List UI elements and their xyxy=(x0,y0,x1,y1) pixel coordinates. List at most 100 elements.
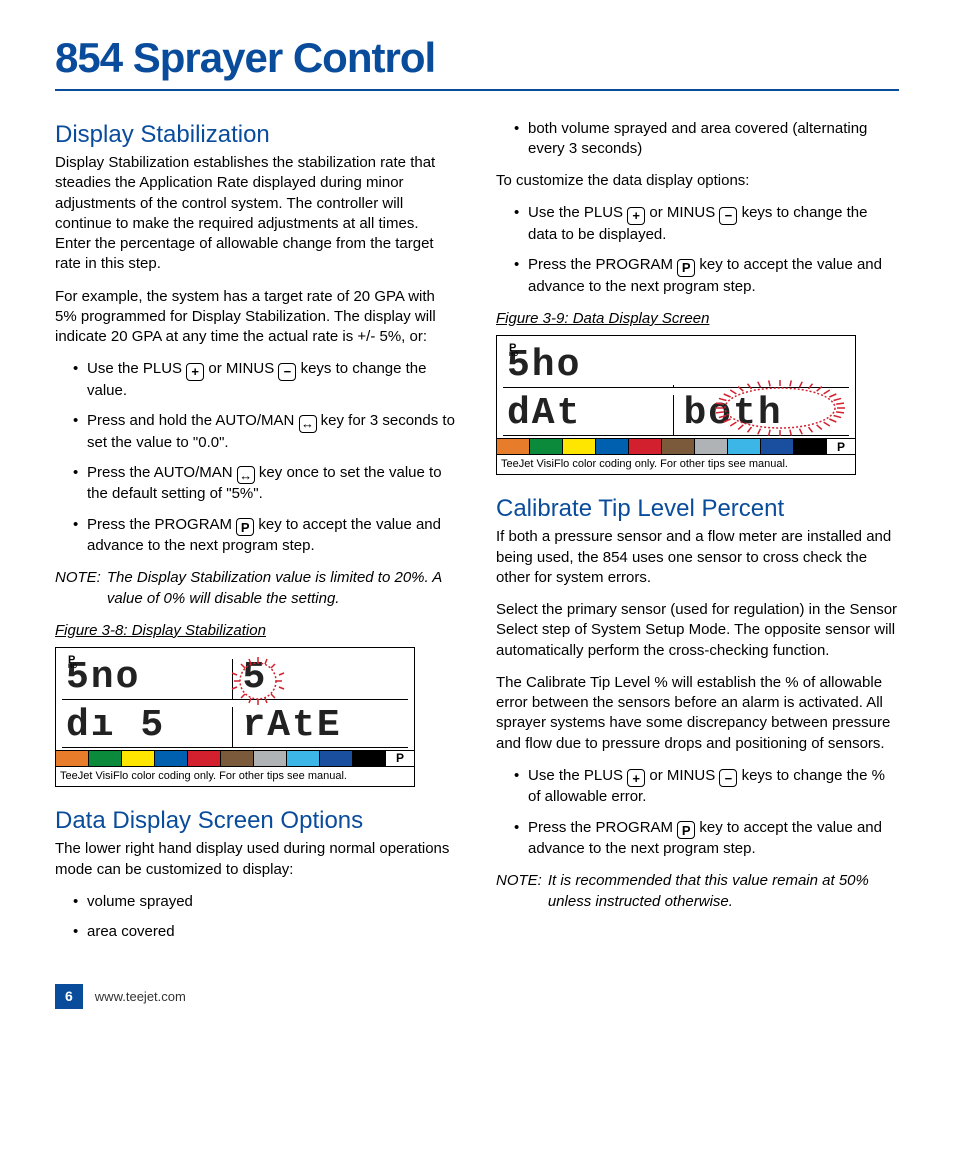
body-text: To customize the data display options: xyxy=(496,171,899,191)
pro-badge: PRO xyxy=(509,344,518,358)
note-text: It is recommended that this value remain… xyxy=(548,871,899,912)
pro-badge: PRO xyxy=(68,656,77,670)
figure-caption: Figure 3-9: Data Display Screen xyxy=(496,309,899,329)
text: Press and hold the AUTO/MAN xyxy=(87,412,299,429)
color-swatch xyxy=(794,439,827,454)
note-text: The Display Stabilization value is limit… xyxy=(107,568,458,609)
list-item: Press the PROGRAM P key to accept the va… xyxy=(55,515,458,557)
text: or MINUS xyxy=(645,767,719,784)
text: Press the PROGRAM xyxy=(528,256,677,273)
lcd-top-right xyxy=(673,385,850,387)
list-item: Use the PLUS + or MINUS − keys to change… xyxy=(55,359,458,401)
color-swatch xyxy=(662,439,695,454)
color-swatch xyxy=(287,751,320,766)
content-columns: Display Stabilization Display Stabilizat… xyxy=(55,119,899,955)
lcd-footer-text: TeeJet VisiFlo color coding only. For ot… xyxy=(497,454,855,474)
color-swatch xyxy=(695,439,728,454)
text: Press the PROGRAM xyxy=(87,516,236,533)
color-swatch xyxy=(497,439,530,454)
body-text: The Calibrate Tip Level % will establish… xyxy=(496,673,899,754)
color-swatch xyxy=(221,751,254,766)
bullet-list: both volume sprayed and area covered (al… xyxy=(496,119,899,160)
color-swatch xyxy=(728,439,761,454)
program-icon: P xyxy=(677,821,695,839)
color-swatch xyxy=(353,751,386,766)
text: or MINUS xyxy=(204,360,278,377)
text: Use the PLUS xyxy=(528,767,627,784)
lcd-top-left: 5no xyxy=(62,659,232,699)
list-item: Use the PLUS + or MINUS − keys to change… xyxy=(496,766,899,808)
color-swatch xyxy=(320,751,353,766)
bullet-list: volume sprayed area covered xyxy=(55,892,458,943)
list-item: Press the PROGRAM P key to accept the va… xyxy=(496,818,899,860)
color-swatch xyxy=(56,751,89,766)
page-footer: 6 www.teejet.com xyxy=(55,984,899,1009)
heading-calibrate-tip: Calibrate Tip Level Percent xyxy=(496,493,899,525)
bullet-list: Use the PLUS + or MINUS − keys to change… xyxy=(496,766,899,860)
bullet-list: Use the PLUS + or MINUS − keys to change… xyxy=(496,203,899,297)
lcd-bottom-left: dı 5 xyxy=(62,707,232,747)
color-swatch xyxy=(155,751,188,766)
list-item: Press the PROGRAM P key to accept the va… xyxy=(496,255,899,297)
color-swatch xyxy=(596,439,629,454)
body-text: Display Stabilization establishes the st… xyxy=(55,153,458,275)
program-icon: P xyxy=(236,518,254,536)
color-swatch xyxy=(761,439,794,454)
plus-icon: + xyxy=(627,207,645,225)
color-swatch xyxy=(89,751,122,766)
lcd-bottom-left: dAt xyxy=(503,395,673,435)
heading-display-stabilization: Display Stabilization xyxy=(55,119,458,151)
text: Press the AUTO/MAN xyxy=(87,464,237,481)
list-item: Press the AUTO/MAN ↔ key once to set the… xyxy=(55,463,458,505)
list-item: both volume sprayed and area covered (al… xyxy=(496,119,899,160)
text: Use the PLUS xyxy=(528,204,627,221)
lcd-figure-3-9: PRO 5ho dAt both noop xyxy=(496,335,856,475)
color-swatch xyxy=(530,439,563,454)
page-title: 854 Sprayer Control xyxy=(55,30,899,91)
color-swatch xyxy=(254,751,287,766)
page-number: 6 xyxy=(55,984,83,1009)
minus-icon: − xyxy=(278,363,296,381)
list-item: Press and hold the AUTO/MAN ↔ key for 3 … xyxy=(55,411,458,453)
color-bar: P xyxy=(497,438,855,454)
lcd-figure-3-8: PRO 5no 5 dı 5 rAtE xyxy=(55,647,415,787)
lcd-bottom-right: rAtE xyxy=(232,707,409,747)
p-indicator: P xyxy=(827,439,855,454)
list-item: area covered xyxy=(55,922,458,942)
left-column: Display Stabilization Display Stabilizat… xyxy=(55,119,458,955)
text: Use the PLUS xyxy=(87,360,186,377)
color-swatch xyxy=(188,751,221,766)
minus-icon: − xyxy=(719,769,737,787)
note-label: NOTE: xyxy=(496,871,548,912)
note: NOTE: It is recommended that this value … xyxy=(496,871,899,912)
lcd-top-right: 5 xyxy=(232,659,409,699)
auto-man-icon: ↔ xyxy=(237,466,255,484)
list-item: volume sprayed xyxy=(55,892,458,912)
body-text: For example, the system has a target rat… xyxy=(55,287,458,348)
body-text: Select the primary sensor (used for regu… xyxy=(496,600,899,661)
program-icon: P xyxy=(677,259,695,277)
text: or MINUS xyxy=(645,204,719,221)
minus-icon: − xyxy=(719,207,737,225)
color-bar: P xyxy=(56,750,414,766)
figure-caption: Figure 3-8: Display Stabilization xyxy=(55,621,458,641)
plus-icon: + xyxy=(627,769,645,787)
color-swatch xyxy=(122,751,155,766)
bullet-list: Use the PLUS + or MINUS − keys to change… xyxy=(55,359,458,556)
p-indicator: P xyxy=(386,751,414,766)
heading-data-display: Data Display Screen Options xyxy=(55,805,458,837)
body-text: If both a pressure sensor and a flow met… xyxy=(496,527,899,588)
footer-url: www.teejet.com xyxy=(95,988,186,1006)
right-column: both volume sprayed and area covered (al… xyxy=(496,119,899,955)
color-swatch xyxy=(629,439,662,454)
lcd-footer-text: TeeJet VisiFlo color coding only. For ot… xyxy=(56,766,414,786)
list-item: Use the PLUS + or MINUS − keys to change… xyxy=(496,203,899,245)
note: NOTE: The Display Stabilization value is… xyxy=(55,568,458,609)
color-swatch xyxy=(563,439,596,454)
text: Press the PROGRAM xyxy=(528,819,677,836)
body-text: The lower right hand display used during… xyxy=(55,839,458,880)
lcd-bottom-right: both xyxy=(673,395,850,435)
lcd-top-left: 5ho xyxy=(503,347,673,387)
auto-man-icon: ↔ xyxy=(299,415,317,433)
note-label: NOTE: xyxy=(55,568,107,609)
